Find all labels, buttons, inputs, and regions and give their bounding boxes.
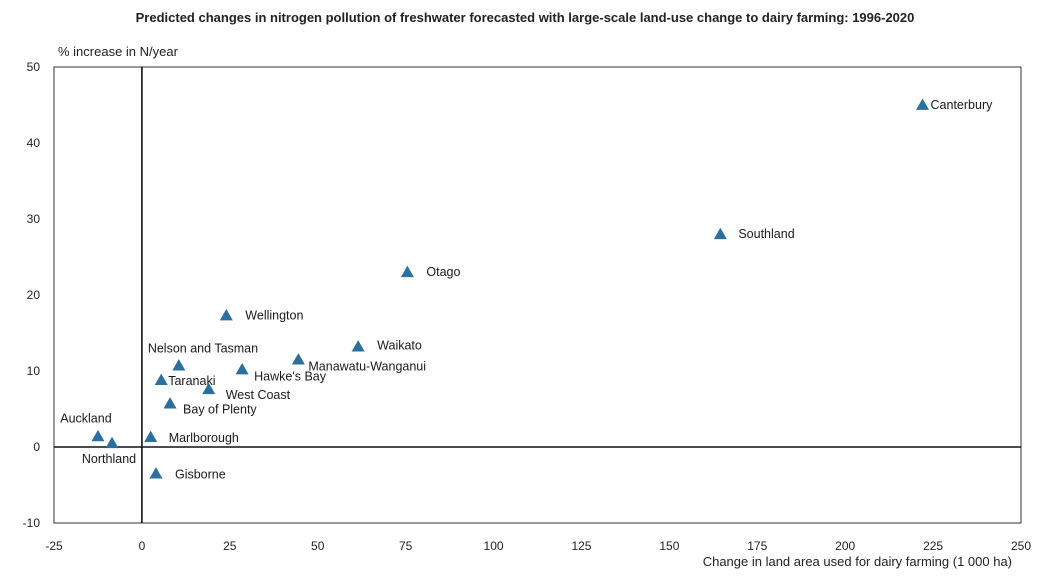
x-tick-label: 75 <box>399 539 413 553</box>
y-tick-label: 0 <box>33 440 40 454</box>
y-tick-label: 30 <box>27 212 41 226</box>
x-tick-label: 250 <box>1011 539 1031 553</box>
data-point-label: West Coast <box>226 388 291 402</box>
axis-ticks: -25 0 25 50 75 100 125 150 175 200 225 250 -10 0 10 20 3… <box>23 60 1032 553</box>
x-tick-label: 175 <box>747 539 767 553</box>
data-point-label: Gisborne <box>175 468 226 482</box>
data-point-marker <box>149 467 163 479</box>
data-point-label: Auckland <box>60 411 111 425</box>
x-tick-label: 25 <box>223 539 237 553</box>
data-point-marker <box>713 227 727 240</box>
x-tick-label: 225 <box>923 539 943 553</box>
x-tick-label: 150 <box>659 539 679 553</box>
data-point-marker <box>91 429 105 442</box>
data-point-marker <box>154 373 168 385</box>
x-axis-label: Change in land area used for dairy farmi… <box>703 554 1012 569</box>
data-point-marker <box>105 436 119 449</box>
data-points: Canterbury Southland Otago Wellington Waikat… <box>60 98 993 482</box>
data-point-label: Hawke's Bay <box>254 369 327 383</box>
data-point-marker <box>235 362 249 375</box>
data-point-label: Canterbury <box>931 98 994 112</box>
y-tick-label: 10 <box>27 364 41 378</box>
data-point-marker <box>219 309 233 321</box>
data-point-marker <box>291 353 305 365</box>
data-point-label: Taranaki <box>168 374 215 388</box>
data-point-label: Bay of Plenty <box>183 403 257 417</box>
data-point-marker <box>351 340 365 352</box>
x-tick-label: 200 <box>835 539 855 553</box>
data-point-marker <box>144 430 158 442</box>
plot-area-frame <box>53 66 1022 524</box>
x-tick-label: 100 <box>484 539 504 553</box>
data-point-label: Waikato <box>377 339 422 353</box>
x-tick-label: 0 <box>139 539 146 553</box>
data-point-marker <box>163 397 177 409</box>
y-tick-label: 50 <box>27 60 41 74</box>
x-tick-label: 125 <box>571 539 591 553</box>
x-tick-label: 50 <box>311 539 325 553</box>
y-tick-label: 40 <box>27 136 41 150</box>
chart-title: Predicted changes in nitrogen pollution … <box>135 10 915 25</box>
data-point-label: Marlborough <box>169 431 239 445</box>
data-point-label: Otago <box>426 265 460 279</box>
y-tick-label: 20 <box>27 288 41 302</box>
zero-lines <box>54 67 1021 523</box>
data-point-label: Northland <box>82 452 136 466</box>
data-point-marker <box>172 359 186 371</box>
data-point-label: Manawatu-Wanganui <box>308 360 426 374</box>
data-point-marker <box>400 265 414 278</box>
x-tick-label: -25 <box>45 539 63 553</box>
data-point-label: Nelson and Tasman <box>148 342 258 356</box>
y-axis-label: % increase in N/year <box>58 44 178 59</box>
data-point-label: Southland <box>738 227 794 241</box>
data-point-marker <box>916 98 930 110</box>
y-tick-label: -10 <box>23 516 41 530</box>
data-point-marker <box>202 382 216 395</box>
data-point-label: Wellington <box>245 309 303 323</box>
